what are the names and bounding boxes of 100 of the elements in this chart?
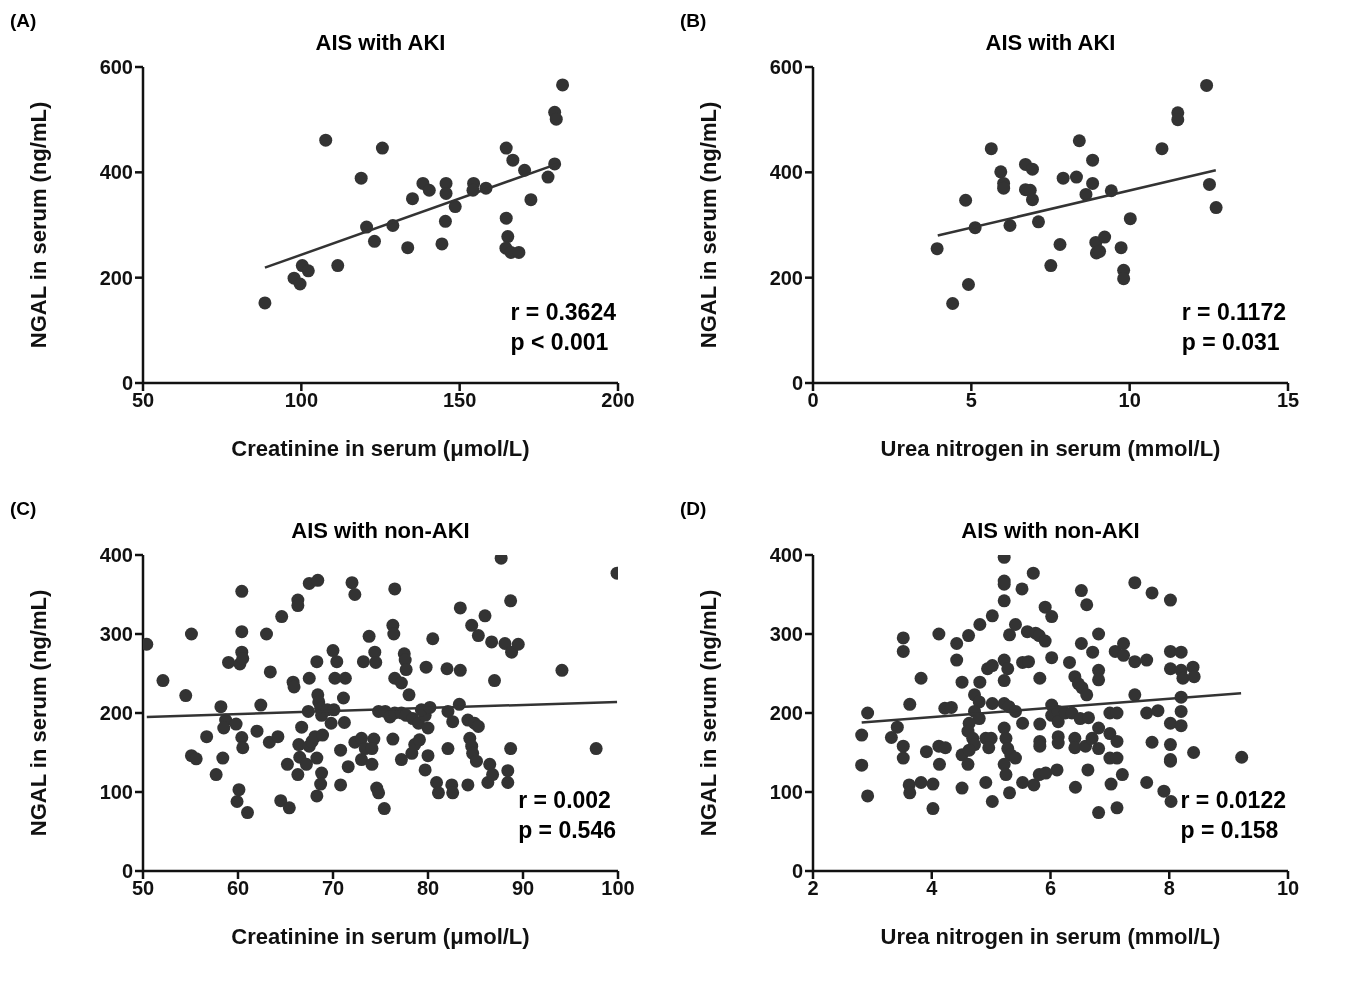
point	[439, 186, 453, 200]
y-tick-label: 300	[99, 623, 133, 646]
text: (C)	[10, 498, 37, 520]
point	[301, 264, 315, 278]
x-tick-label: 50	[131, 877, 155, 900]
y-tick-label: 600	[769, 56, 803, 79]
point	[506, 153, 520, 167]
point	[331, 259, 345, 273]
point	[1117, 272, 1131, 286]
x-tick-label: 15	[1276, 389, 1300, 412]
point	[959, 193, 973, 207]
point	[1031, 215, 1045, 229]
point	[1003, 219, 1017, 233]
point	[1086, 153, 1100, 167]
point	[1056, 171, 1070, 185]
y-tick-label: 400	[769, 161, 803, 184]
point	[1123, 212, 1137, 226]
y-tick-label: 200	[99, 266, 133, 289]
point	[1053, 237, 1067, 251]
text: (D)	[680, 498, 707, 520]
annotation: r = 0.002	[518, 786, 612, 815]
point	[549, 112, 563, 126]
y-tick-label: 400	[99, 161, 133, 184]
annotation: p < 0.001	[510, 328, 610, 357]
text: (A)	[10, 10, 37, 32]
annotation: r = 0.0122	[1180, 786, 1286, 815]
y-tick-label: 0	[121, 860, 133, 883]
annotation: p = 0.031	[1181, 328, 1281, 357]
x-tick-label: 150	[442, 389, 477, 412]
y-tick-label: 200	[769, 266, 803, 289]
point	[1155, 142, 1169, 156]
x-tick-label: 8	[1163, 877, 1175, 900]
x-tick-label: 80	[416, 877, 440, 900]
y-axis-title: NGAL in serum (ng/mL)	[695, 589, 721, 837]
x-tick-label: 50	[131, 389, 155, 412]
x-tick-label: 0	[807, 389, 819, 412]
chart-title: AIS with AKI	[314, 30, 447, 56]
point	[1079, 187, 1093, 201]
point	[930, 242, 944, 256]
point	[1086, 176, 1100, 190]
x-axis-title: Creatinine in serum (μmol/L)	[231, 436, 530, 461]
y-tick-label: 200	[769, 702, 803, 725]
point	[984, 142, 998, 156]
y-tick-label: 400	[99, 544, 133, 567]
x-tick-label: 100	[601, 877, 635, 900]
point	[1025, 162, 1039, 176]
y-tick-label: 0	[791, 372, 803, 395]
point	[438, 214, 452, 228]
x-tick-label: 70	[321, 877, 345, 900]
x-tick-label: 6	[1044, 877, 1057, 900]
point	[541, 170, 555, 184]
point	[258, 296, 272, 310]
point	[1044, 259, 1058, 273]
chart-title: AIS with non-AKI	[960, 518, 1141, 544]
y-axis-title: NGAL in serum (ng/mL)	[25, 589, 51, 837]
point	[524, 193, 538, 207]
chart-title: AIS with non-AKI	[290, 518, 471, 544]
point	[499, 141, 513, 155]
point	[1025, 193, 1039, 207]
point	[435, 237, 449, 251]
x-tick-label: 90	[511, 877, 535, 900]
point	[401, 241, 415, 255]
point	[1209, 201, 1223, 215]
point	[556, 78, 570, 92]
y-tick-label: 0	[791, 860, 803, 883]
y-tick-label: 100	[769, 781, 803, 804]
point	[501, 230, 515, 244]
x-axis-title: Urea nitrogen in serum (mmol/L)	[880, 436, 1221, 461]
point	[946, 296, 960, 310]
x-tick-label: 5	[965, 389, 977, 412]
point	[1114, 241, 1128, 255]
y-axis-title: NGAL in serum (ng/mL)	[695, 101, 721, 349]
x-tick-label: 100	[284, 389, 319, 412]
chart-title: AIS with AKI	[984, 30, 1117, 56]
point	[1202, 177, 1216, 191]
y-tick-label: 600	[99, 56, 133, 79]
annotation: p = 0.546	[518, 816, 616, 845]
point	[1098, 230, 1112, 244]
y-axis-title: NGAL in serum (ng/mL)	[25, 101, 51, 349]
point	[354, 171, 368, 185]
point	[422, 183, 436, 197]
point	[319, 133, 333, 147]
x-tick-label: 4	[926, 877, 939, 900]
x-tick-label: 2	[807, 877, 819, 900]
point	[512, 245, 526, 259]
text: (B)	[680, 10, 707, 32]
x-tick-label: 60	[226, 877, 250, 900]
y-tick-label: 300	[769, 623, 803, 646]
point	[1072, 134, 1086, 148]
point	[1069, 170, 1083, 184]
y-tick-label: 200	[99, 702, 133, 725]
x-tick-label: 10	[1118, 389, 1141, 412]
point	[367, 234, 381, 248]
x-tick-label: 200	[601, 389, 635, 412]
x-tick-label: 10	[1276, 877, 1300, 900]
point	[961, 278, 975, 292]
annotation: r = 0.3624	[510, 298, 616, 327]
y-tick-label: 0	[121, 372, 133, 395]
y-tick-label: 400	[769, 544, 803, 567]
point	[448, 200, 462, 214]
